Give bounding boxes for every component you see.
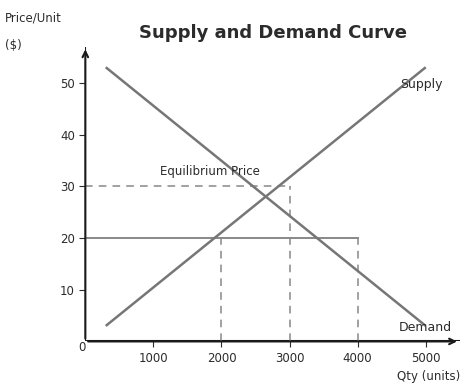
Text: 0: 0 bbox=[78, 341, 85, 355]
Text: Qty (units): Qty (units) bbox=[397, 370, 460, 383]
Text: Equilibrium Price: Equilibrium Price bbox=[160, 165, 260, 178]
Text: Demand: Demand bbox=[399, 320, 452, 334]
Text: Supply: Supply bbox=[400, 78, 442, 91]
Text: Price/Unit: Price/Unit bbox=[5, 12, 62, 25]
Title: Supply and Demand Curve: Supply and Demand Curve bbox=[138, 24, 407, 42]
Text: ($): ($) bbox=[5, 39, 21, 52]
